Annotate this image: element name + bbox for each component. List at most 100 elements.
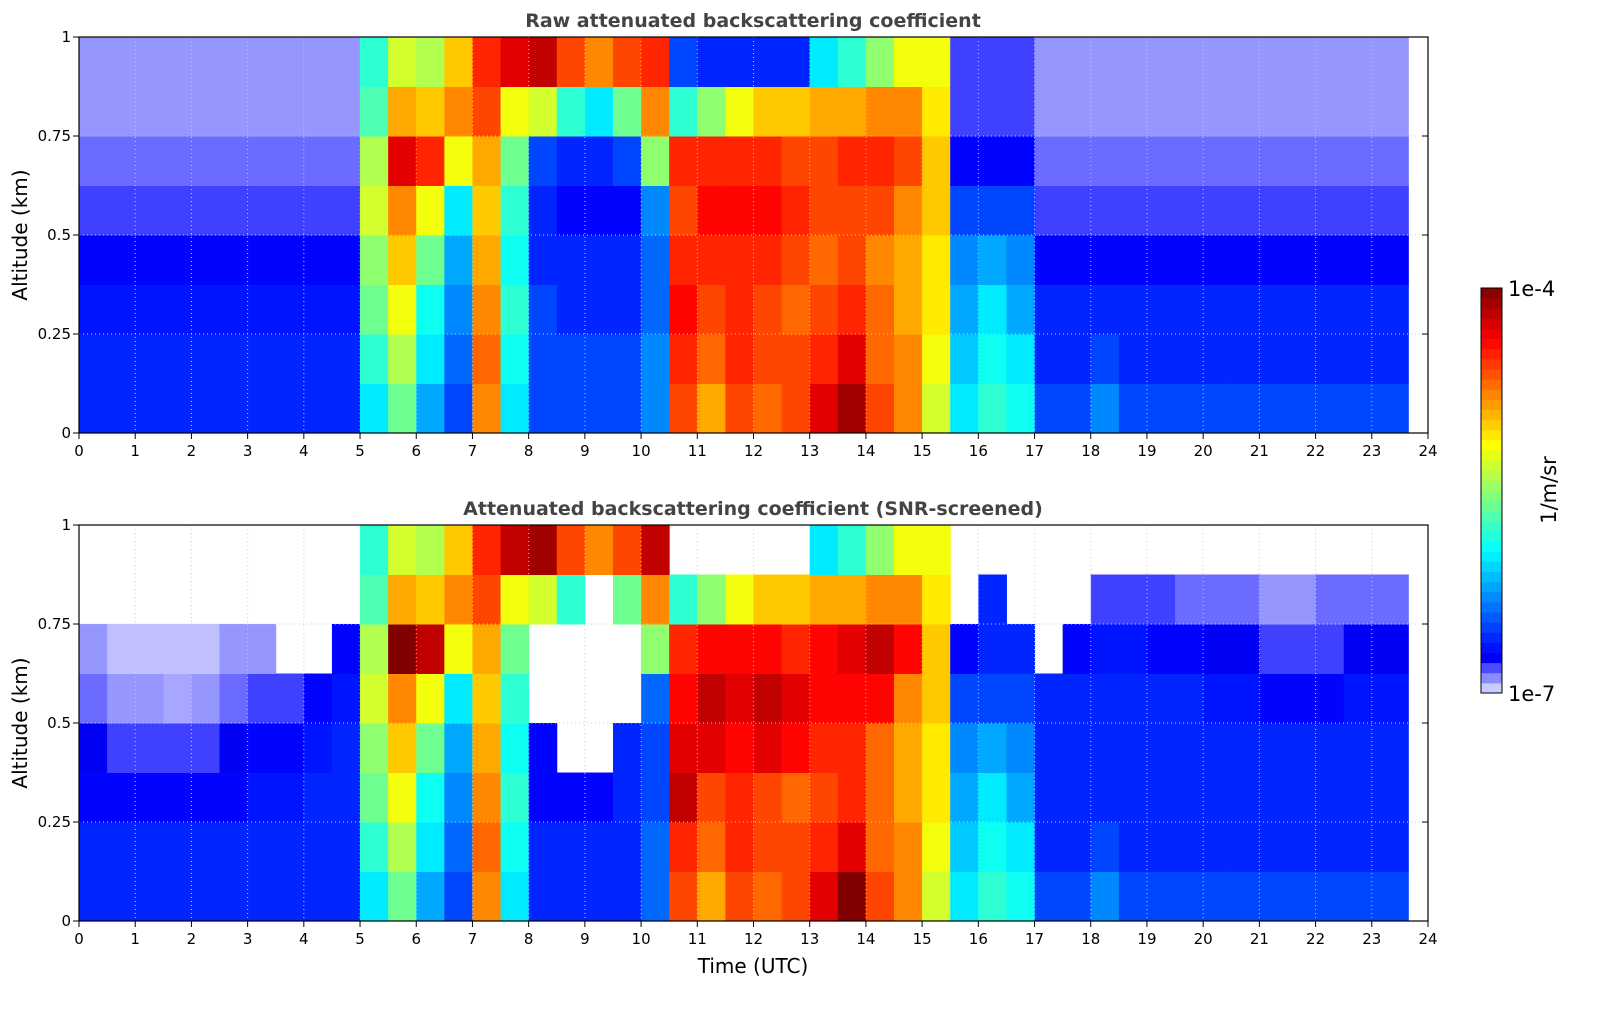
heatmap-cell: [1146, 673, 1176, 724]
heatmap-cell: [1371, 86, 1401, 137]
heatmap-cell: [725, 673, 754, 724]
heatmap-cell: [1090, 723, 1120, 773]
heatmap-cell: [1118, 723, 1148, 773]
heatmap-cell: [472, 574, 502, 625]
heatmap-cell: [753, 185, 783, 236]
heatmap-cell: [1259, 871, 1288, 922]
heatmap-cell: [1146, 723, 1176, 773]
heatmap-cell: [1259, 574, 1288, 625]
heatmap-cell: [275, 383, 305, 434]
heatmap-cell: [1034, 37, 1064, 87]
heatmap-cell: [191, 383, 221, 434]
heatmap-cell: [388, 871, 417, 922]
heatmap-cell: [978, 136, 1007, 186]
heatmap-cell: [444, 284, 473, 335]
heatmap-cell: [528, 772, 558, 823]
heatmap-cell: [922, 673, 951, 724]
heatmap-cell: [1146, 822, 1176, 872]
heatmap-cell: [163, 871, 192, 922]
x-tick-label: 12: [744, 930, 763, 948]
colorbar-step: [1481, 612, 1502, 623]
heatmap-cell: [275, 37, 305, 87]
colorbar-step: [1481, 561, 1502, 572]
x-tick-label: 20: [1194, 442, 1213, 460]
heatmap-cell: [528, 334, 558, 384]
x-tick-label: 12: [744, 442, 763, 460]
heatmap-cell: [1231, 673, 1260, 724]
x-tick-label: 8: [524, 442, 534, 460]
heatmap-cell: [1034, 383, 1064, 434]
heatmap-cell: [922, 525, 951, 575]
y-tick-label: 0.75: [38, 615, 71, 633]
heatmap-cell: [978, 185, 1007, 236]
heatmap-cell: [79, 37, 108, 87]
heatmap-cell: [725, 86, 754, 137]
heatmap-cell: [669, 136, 698, 186]
heatmap-cell: [753, 383, 783, 434]
heatmap-cell: [556, 334, 586, 384]
heatmap-cell: [1371, 624, 1401, 674]
heatmap-cell: [894, 37, 923, 87]
heatmap-cell: [1315, 624, 1345, 674]
heatmap-cell: [753, 871, 783, 922]
heatmap-cell: [641, 334, 670, 384]
heatmap-cell: [753, 723, 783, 773]
heatmap-cell: [669, 624, 698, 674]
heatmap-cell: [894, 185, 923, 236]
heatmap-cell: [1399, 723, 1409, 773]
heatmap-cell: [1231, 772, 1260, 823]
heatmap-cell: [303, 136, 333, 186]
heatmap-cell: [978, 673, 1007, 724]
heatmap-cell: [1090, 37, 1120, 87]
heatmap-cell: [1146, 624, 1176, 674]
heatmap-cell: [275, 86, 305, 137]
heatmap-cell: [1231, 86, 1260, 137]
heatmap-cell: [1090, 284, 1120, 335]
heatmap-cell: [528, 86, 558, 137]
heatmap-cell: [1118, 185, 1148, 236]
x-tick-label: 0: [74, 442, 84, 460]
heatmap-cell: [1175, 37, 1204, 87]
heatmap-cell: [444, 673, 473, 724]
heatmap-cell: [416, 673, 445, 724]
heatmap-cell: [922, 383, 951, 434]
heatmap-cell: [444, 235, 473, 285]
heatmap-cell: [1287, 871, 1317, 922]
heatmap-cell: [809, 136, 839, 186]
heatmap-cell: [416, 284, 445, 335]
heatmap-cell: [1118, 235, 1148, 285]
heatmap-cell: [556, 383, 586, 434]
heatmap-cell: [922, 772, 951, 823]
heatmap-cell: [809, 86, 839, 137]
heatmap-cell: [247, 723, 277, 773]
heatmap-cell: [1034, 673, 1064, 724]
y-tick-label: 0.5: [47, 714, 71, 732]
heatmap-cell: [1343, 136, 1373, 186]
heatmap-cell: [809, 673, 839, 724]
heatmap-cell: [107, 185, 136, 236]
heatmap-cell: [247, 673, 277, 724]
heatmap-cell: [1118, 86, 1148, 137]
heatmap-cell: [1175, 185, 1204, 236]
heatmap-cell: [1006, 334, 1036, 384]
heatmap-cell: [781, 871, 811, 922]
heatmap-cell: [1118, 673, 1148, 724]
heatmap-cell: [950, 871, 979, 922]
heatmap-cell: [163, 772, 192, 823]
heatmap-cell: [1175, 86, 1204, 137]
axes: 0 1 2 3 4 5 6 7 8 9 10 11 12 13 14 15 16 17 18 19 20 21 22 23 24…: [38, 516, 1438, 948]
colorbar-frame: [1480, 287, 1503, 694]
x-tick-label: 4: [299, 930, 309, 948]
heatmap-cell: [1006, 772, 1036, 823]
heatmap-cell: [500, 574, 530, 625]
heatmap-cell: [1399, 673, 1409, 724]
heatmap-cell: [865, 235, 895, 285]
heatmap-cell: [837, 525, 867, 575]
heatmap-cell: [360, 284, 389, 335]
heatmap-cell: [500, 86, 530, 137]
heatmap-cell: [950, 772, 979, 823]
heatmap-cell: [416, 37, 445, 87]
heatmap-cell: [922, 136, 951, 186]
heatmap-cell: [697, 86, 726, 137]
heatmap-cell: [1259, 334, 1288, 384]
